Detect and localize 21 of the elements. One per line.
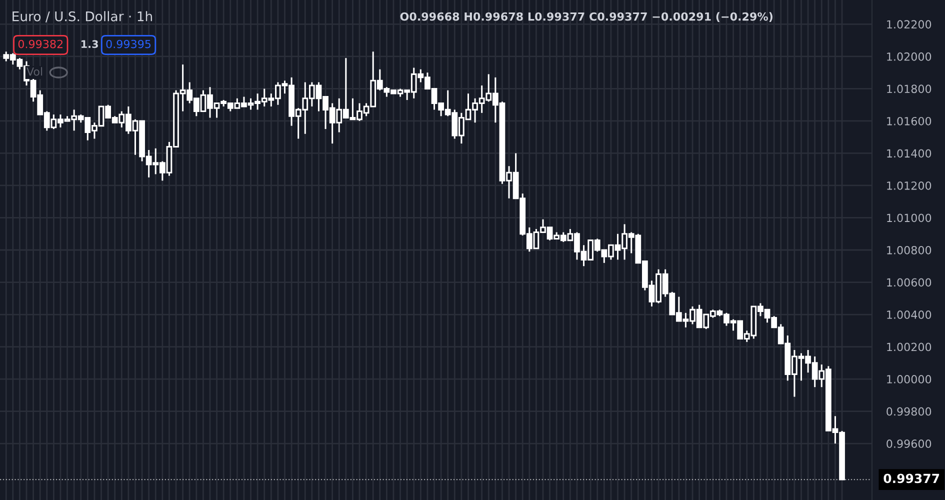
- ref-line-label: 0.99377: [884, 474, 940, 484]
- y-tick-label: 1.01600: [887, 116, 932, 126]
- y-tick-label: 1.01000: [887, 214, 932, 222]
- y-tick-label: 1.01200: [887, 181, 932, 190]
- y-tick-label: 1.00600: [887, 278, 932, 287]
- annotation: 1.3: [82, 40, 98, 48]
- annotation: O0.99668 H0.99678 L0.99377 C0.99377 −0.00291 (−0.29%): [400, 12, 772, 22]
- y-tick-label: 0.99800: [886, 407, 932, 416]
- y-tick-label: 1.01800: [887, 84, 932, 94]
- y-tick-label: 1.02200: [887, 20, 932, 29]
- y-tick-label: 0.99600: [886, 440, 932, 448]
- y-tick-label: 1.00000: [887, 375, 932, 384]
- text: Euro / U.S. Dollar · 1h: [12, 11, 152, 22]
- annotation: Vol: [26, 67, 42, 76]
- y-tick-label: 1.02000: [887, 52, 932, 61]
- y-tick-label: 1.00200: [887, 342, 932, 352]
- y-tick-label: 1.00400: [887, 310, 932, 319]
- annotation: 0.99395: [106, 40, 151, 48]
- annotation: 0.99382: [18, 40, 62, 48]
- y-tick-label: 1.01400: [887, 149, 932, 158]
- y-tick-label: 1.00800: [887, 246, 932, 254]
